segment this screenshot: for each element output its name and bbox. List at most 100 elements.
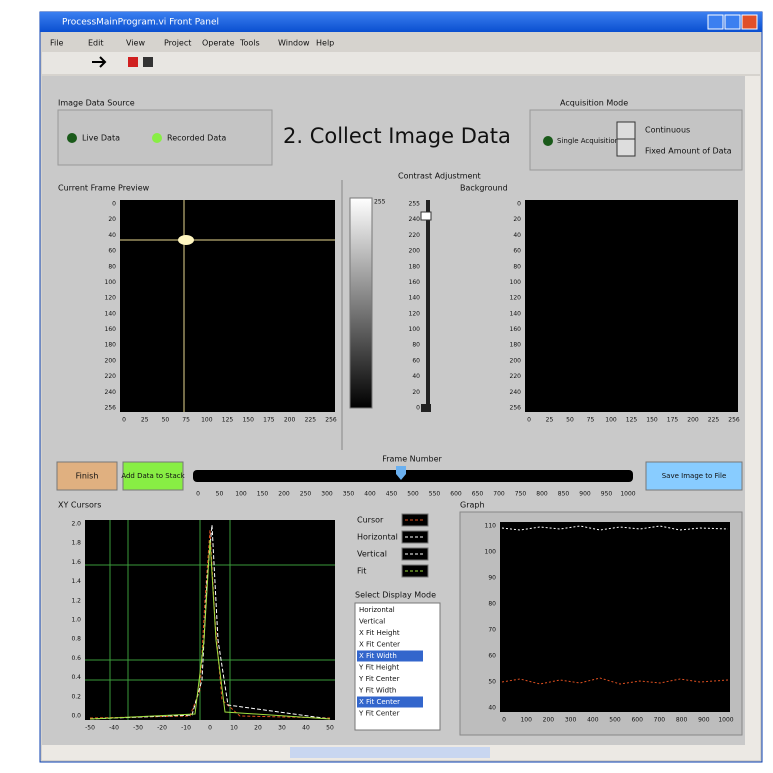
maximize[interactable]	[725, 15, 740, 29]
list-item[interactable]: Y Fit Height	[358, 664, 399, 672]
close[interactable]	[742, 15, 757, 29]
y-tick-label: 240	[510, 389, 522, 396]
x-tick-label: 125	[222, 417, 234, 424]
y-tick-label: 100	[510, 279, 522, 286]
background-label: Background	[460, 184, 508, 193]
y-tick-label: 0.0	[71, 713, 81, 720]
graph-plot	[500, 522, 730, 712]
window: ProcessMainProgram.vi Front Panel FileEd…	[0, 0, 773, 769]
x-tick-label: -20	[157, 725, 167, 732]
frame-slider[interactable]	[193, 470, 633, 482]
contrast-label: Contrast Adjustment	[398, 172, 481, 181]
x-tick-label: 50	[216, 491, 224, 498]
cursors-label: XY Cursors	[58, 501, 101, 510]
add-text: Add Data to Stack	[121, 472, 185, 480]
y-tick-label: 100	[409, 326, 421, 333]
x-tick-label: 175	[263, 417, 275, 424]
y-tick-label: 0.4	[71, 674, 81, 681]
x-tick-label: 50	[566, 417, 574, 424]
list-item[interactable]: Y Fit Center	[358, 675, 400, 683]
x-tick-label: 200	[278, 491, 290, 498]
list-item[interactable]: X Fit Height	[359, 629, 400, 637]
y-tick-label: 60	[412, 357, 420, 364]
x-tick-label: 100	[605, 417, 617, 424]
x-tick-label: 400	[364, 491, 376, 498]
menu-item[interactable]: View	[126, 39, 145, 48]
y-tick-label: 0.2	[71, 693, 81, 700]
x-tick-label: 0	[122, 417, 126, 424]
menu-item[interactable]: Operate	[202, 39, 235, 48]
v-scrollbar[interactable]	[745, 76, 760, 745]
live-led[interactable]	[67, 133, 77, 143]
single-led[interactable]	[543, 136, 553, 146]
abort-button[interactable]	[128, 57, 138, 67]
x-tick-label: 256	[728, 417, 740, 424]
x-tick-label: 700	[493, 491, 505, 498]
minimize[interactable]	[708, 15, 723, 29]
list-item[interactable]: X Fit Center	[359, 641, 400, 649]
x-tick-label: 850	[558, 491, 570, 498]
x-tick-label: -30	[133, 725, 143, 732]
x-tick-label: 0	[196, 491, 200, 498]
x-tick-label: 100	[235, 491, 247, 498]
x-tick-label: 200	[687, 417, 699, 424]
x-tick-label: 1000	[718, 717, 733, 724]
list-item[interactable]: X Fit Center	[359, 698, 400, 706]
legend-label: Horizontal	[357, 533, 398, 542]
list-item[interactable]: X Fit Width	[359, 652, 397, 660]
contrast-slider[interactable]	[426, 200, 430, 410]
background-plot	[525, 200, 738, 412]
x-tick-label: 225	[305, 417, 317, 424]
menu-item[interactable]: Help	[316, 39, 334, 48]
y-tick-label: 90	[488, 575, 496, 582]
y-tick-label: 100	[105, 279, 117, 286]
y-tick-label: 255	[409, 201, 421, 208]
list-item[interactable]: Horizontal	[359, 606, 395, 614]
menu-item[interactable]: Window	[278, 39, 310, 48]
y-tick-label: 200	[105, 357, 117, 364]
menu-item[interactable]: Edit	[88, 39, 104, 48]
contrast-thumb-hi[interactable]	[421, 212, 431, 220]
x-tick-label: 600	[631, 717, 643, 724]
menu-item[interactable]: Project	[164, 39, 191, 48]
y-tick-label: 40	[488, 705, 496, 712]
h-scroll-thumb[interactable]	[290, 747, 490, 758]
x-tick-label: -10	[181, 725, 191, 732]
y-tick-label: 40	[513, 232, 521, 239]
menu-item[interactable]: File	[50, 39, 63, 48]
x-tick-label: 25	[546, 417, 554, 424]
y-tick-label: 240	[409, 216, 421, 223]
display-label: Select Display Mode	[355, 591, 436, 600]
x-tick-label: 10	[230, 725, 238, 732]
x-tick-label: 300	[321, 491, 333, 498]
contrast-thumb-lo[interactable]	[421, 404, 431, 412]
list-item[interactable]: Vertical	[359, 618, 385, 626]
y-tick-label: 140	[510, 310, 522, 317]
y-tick-label: 120	[409, 310, 421, 317]
y-tick-label: 160	[409, 279, 421, 286]
x-tick-label: 20	[254, 725, 262, 732]
x-tick-label: 256	[325, 417, 337, 424]
x-tick-label: 500	[407, 491, 419, 498]
x-tick-label: -50	[85, 725, 95, 732]
x-tick-label: 800	[536, 491, 548, 498]
y-tick-label: 1.4	[71, 578, 81, 585]
x-tick-label: 150	[242, 417, 254, 424]
legend-label: Fit	[357, 567, 366, 576]
recorded-led[interactable]	[152, 133, 162, 143]
list-item[interactable]: Y Fit Center	[358, 710, 400, 718]
pause-button[interactable]	[143, 57, 153, 67]
y-tick-label: 40	[108, 232, 116, 239]
legend-label: Vertical	[357, 550, 387, 559]
y-tick-label: 0	[112, 201, 116, 208]
y-tick-label: 200	[510, 357, 522, 364]
menu-item[interactable]: Tools	[239, 39, 260, 48]
y-tick-label: 160	[510, 326, 522, 333]
y-tick-label: 1.6	[71, 559, 81, 566]
y-tick-label: 40	[412, 373, 420, 380]
x-tick-label: 225	[708, 417, 720, 424]
list-item[interactable]: Y Fit Width	[358, 687, 396, 695]
source-option: Recorded Data	[167, 134, 226, 143]
x-tick-label: -40	[109, 725, 119, 732]
save-text: Save Image to File	[662, 472, 727, 480]
